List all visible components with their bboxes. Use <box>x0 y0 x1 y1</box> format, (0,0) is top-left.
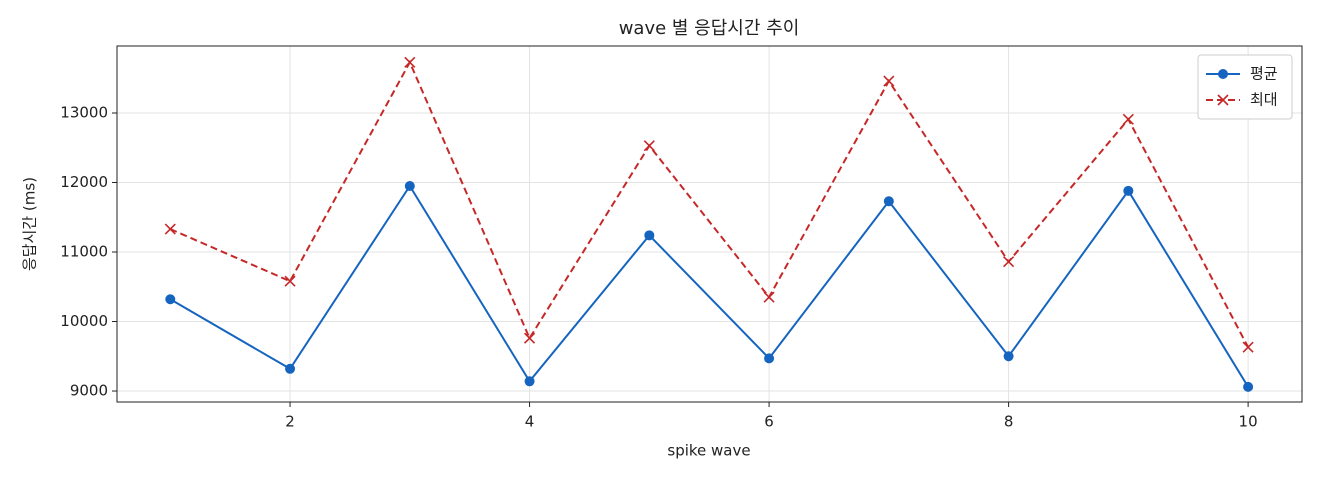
marker <box>1123 185 1134 196</box>
marker <box>764 353 775 364</box>
chart-title: wave 별 응답시간 추이 <box>619 18 800 39</box>
y-tick-label: 9000 <box>70 382 108 400</box>
legend-marker <box>1217 94 1229 106</box>
legend-label: 최대 <box>1250 91 1278 109</box>
x-tick-label: 10 <box>1239 413 1258 431</box>
x-tick-label: 8 <box>1004 413 1014 431</box>
marker <box>285 363 296 374</box>
x-tick-label: 2 <box>285 413 295 431</box>
legend-box <box>1197 54 1293 120</box>
marker <box>524 376 535 387</box>
marker <box>164 223 176 235</box>
plot-frame <box>116 45 1303 403</box>
legend-label: 평균 <box>1250 65 1278 83</box>
x-tick-label: 6 <box>764 413 774 431</box>
series-line <box>169 59 1249 348</box>
y-tick-label: 13000 <box>60 104 108 122</box>
marker <box>644 230 655 241</box>
marker <box>883 75 895 87</box>
y-axis-label: 응답시간 (ms) <box>21 177 39 271</box>
marker <box>1003 351 1014 362</box>
series-line <box>169 184 1249 388</box>
marker <box>643 140 655 152</box>
marker <box>523 332 536 344</box>
legend-marker <box>1218 69 1228 79</box>
y-tick-label: 10000 <box>60 312 108 330</box>
marker <box>1122 113 1134 125</box>
marker <box>404 180 415 191</box>
marker <box>1242 341 1254 353</box>
y-tick-label: 11000 <box>60 243 108 261</box>
marker <box>763 291 775 303</box>
y-tick-label: 12000 <box>60 173 108 191</box>
x-axis-label: spike wave <box>667 442 750 460</box>
x-tick-label: 4 <box>525 413 535 431</box>
marker <box>1243 381 1254 392</box>
marker <box>1003 256 1015 268</box>
marker <box>404 56 416 68</box>
marker <box>883 196 894 207</box>
marker <box>165 294 176 305</box>
marker <box>284 275 296 287</box>
